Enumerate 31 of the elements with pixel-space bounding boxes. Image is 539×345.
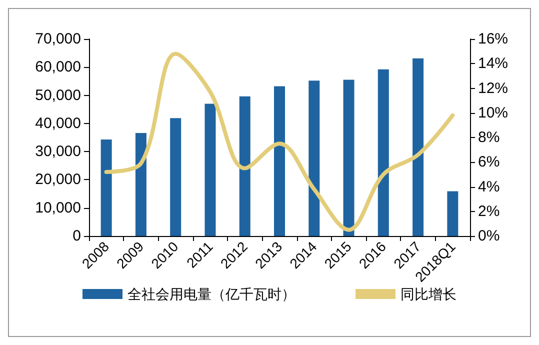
bar [204, 104, 216, 236]
y2-tick-label: 10% [478, 104, 508, 122]
bar [274, 86, 285, 236]
bar [308, 80, 320, 236]
y-tick-label: 50,000 [35, 86, 81, 104]
line-series [104, 52, 455, 232]
y2-tick-label: 16% [478, 30, 508, 48]
legend-label: 全社会用电量（亿千瓦时） [128, 286, 296, 302]
y2-tick-label: 2% [478, 202, 500, 220]
bar [412, 58, 424, 236]
y2-tick-label: 4% [478, 178, 500, 196]
y-tick-label: 40,000 [35, 114, 81, 132]
bar [170, 118, 182, 236]
bar [100, 139, 112, 236]
legend-label: 同比增长 [400, 286, 456, 302]
y2-tick-label: 0% [478, 228, 500, 244]
y2-tick-label: 14% [478, 55, 508, 72]
y2-tick-label: 8% [478, 129, 500, 146]
y-tick-label: 10,000 [35, 199, 81, 216]
y-tick-label: 0 [72, 228, 81, 244]
y-tick-label: 60,000 [35, 58, 81, 76]
y-tick-label: 20,000 [35, 171, 81, 188]
bar [378, 69, 389, 236]
bar [447, 191, 458, 236]
bar [239, 96, 250, 236]
y2-tick-label: 6% [478, 154, 500, 171]
y-tick-label: 70,000 [35, 30, 81, 48]
bar [343, 80, 354, 236]
y-tick-label: 30,000 [35, 143, 81, 160]
bar [135, 132, 146, 236]
y2-tick-label: 12% [478, 80, 508, 97]
